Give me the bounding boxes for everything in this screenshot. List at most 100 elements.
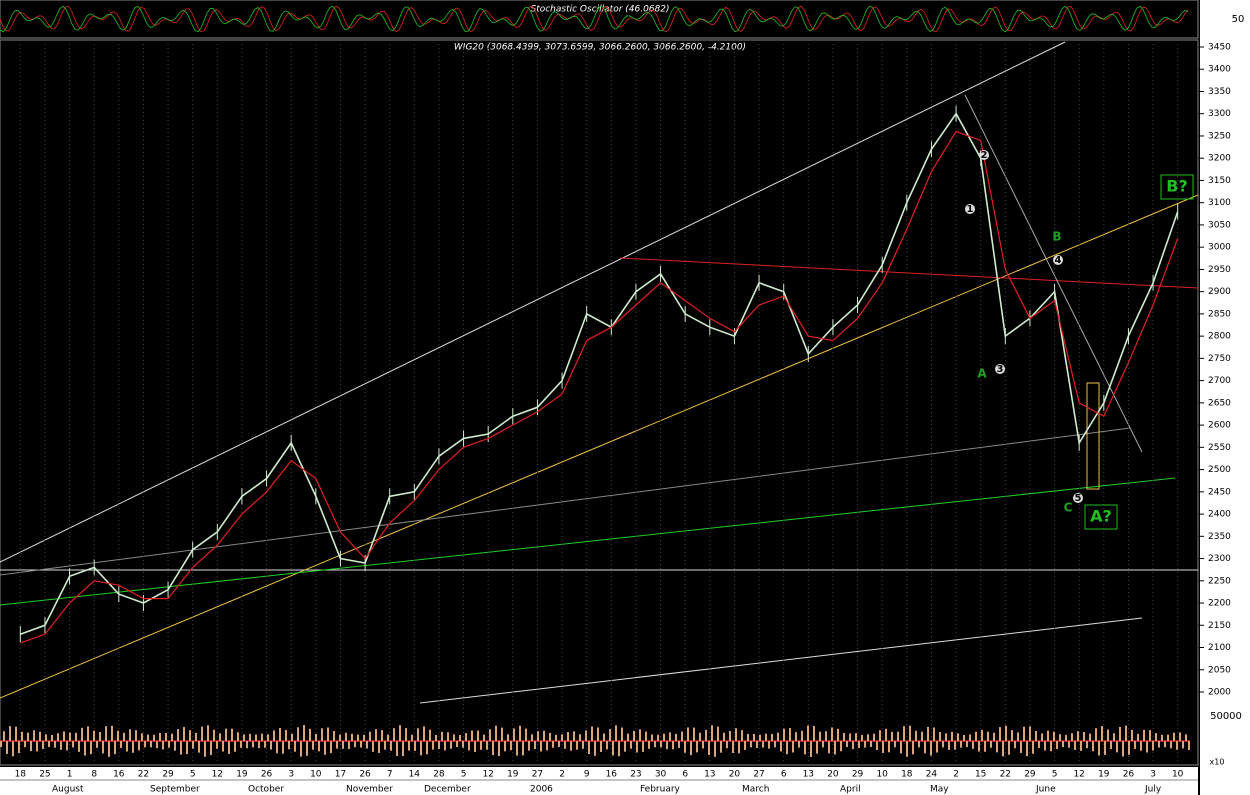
y-tick-label: 2500 [1208, 465, 1231, 475]
x-tick-label: 3 [288, 770, 294, 780]
volume-bar [255, 734, 257, 741]
volume-bar [792, 741, 794, 753]
volume-bar [747, 733, 749, 741]
volume-bar [1107, 729, 1109, 741]
y-tick-label: 2400 [1208, 510, 1231, 520]
volume-bar [594, 741, 596, 756]
x-tick-label: 10 [876, 770, 888, 780]
volume-bar [444, 741, 446, 751]
month-label: August [52, 785, 84, 795]
volume-bar [315, 733, 317, 741]
volume-bar [984, 741, 986, 752]
volume-bar [690, 741, 692, 756]
y-tick-label: 2850 [1208, 309, 1231, 319]
volume-bar [465, 733, 467, 741]
volume-bar [69, 732, 71, 741]
volume-bar [921, 731, 923, 741]
volume-bar [591, 726, 593, 741]
y-tick-label: 3200 [1208, 154, 1231, 164]
volume-bar [84, 741, 86, 756]
volume-bar [708, 741, 710, 756]
volume-bar [741, 730, 743, 741]
label-box [1160, 174, 1194, 200]
volume-bar [714, 741, 716, 757]
volume-bar [801, 730, 803, 741]
volume-bar [1131, 729, 1133, 741]
volume-bar [1128, 741, 1130, 755]
volume-bar [408, 741, 410, 751]
volume-bar [717, 726, 719, 741]
volume-bar [33, 730, 35, 741]
volume-bar [567, 732, 569, 741]
upper-channel [0, 41, 1066, 563]
volume-bar [588, 741, 590, 755]
volume-bar [138, 741, 140, 751]
month-label: July [1144, 785, 1162, 795]
volume-bar [423, 726, 425, 741]
volume-bar [645, 731, 647, 741]
volume-bar [426, 741, 428, 755]
volume-bar [1101, 726, 1103, 741]
volume-bar [993, 732, 995, 741]
volume-bar [1059, 734, 1061, 741]
oscillator-title: Stochastic Oscillator (46.0682) [530, 5, 669, 15]
volume-bar [756, 741, 758, 748]
month-label: September [150, 785, 200, 795]
volume-bar [696, 741, 698, 753]
volume-bar [90, 741, 92, 755]
volume-bar [687, 727, 689, 741]
wave-label: A? [1090, 507, 1112, 526]
volume-bar [951, 731, 953, 741]
volume-bar [210, 741, 212, 756]
volume-bar [48, 741, 50, 748]
x-tick-label: 7 [387, 770, 393, 780]
volume-bar [162, 741, 164, 750]
volume-bar [249, 733, 251, 741]
volume-bar [621, 727, 623, 741]
volume-bar [1092, 741, 1094, 752]
volume-bar [1053, 731, 1055, 741]
x-tick-label: 5 [190, 770, 196, 780]
month-label: November [346, 785, 393, 795]
volume-bar [237, 732, 239, 741]
wave-label: 1 [967, 204, 974, 215]
volume-bar [282, 741, 284, 754]
volume-bar [675, 733, 677, 741]
volume-bar [912, 741, 914, 755]
y-tick-label: 3100 [1208, 198, 1231, 208]
x-tick-label: 16 [606, 770, 618, 780]
volume-bar [546, 741, 548, 751]
wave-label: 5 [1075, 493, 1082, 504]
x-tick-label: 29 [852, 770, 864, 780]
volume-bar [555, 734, 557, 741]
volume-bar [3, 731, 5, 741]
volume-bar [858, 741, 860, 749]
volume-bar [576, 741, 578, 750]
volume-bar [201, 726, 203, 741]
volume-bar [372, 741, 374, 752]
volume-bar [600, 741, 602, 752]
volume-bar [1149, 730, 1151, 741]
volume-bar [231, 728, 233, 741]
x-tick-label: 19 [507, 770, 519, 780]
volume-bar [780, 741, 782, 752]
volume-bar [216, 741, 218, 749]
volume-bar [240, 741, 242, 748]
volume-bar [885, 728, 887, 741]
volume-bar [207, 725, 209, 741]
price-panel [0, 39, 1199, 766]
volume-bar [1098, 741, 1100, 756]
volume-bar [369, 731, 371, 741]
volume-bar [612, 741, 614, 756]
volume-bar [120, 741, 122, 748]
volume-bar [30, 741, 32, 752]
price-line [20, 112, 1179, 635]
y-tick-label: 3350 [1208, 87, 1231, 97]
volume-bar [561, 734, 563, 741]
volume-bar [402, 741, 404, 757]
volume-bar [9, 726, 11, 741]
volume-bar [948, 741, 950, 750]
volume-bar [219, 733, 221, 741]
x-tick-label: 27 [753, 770, 764, 780]
volume-bar [759, 734, 761, 741]
